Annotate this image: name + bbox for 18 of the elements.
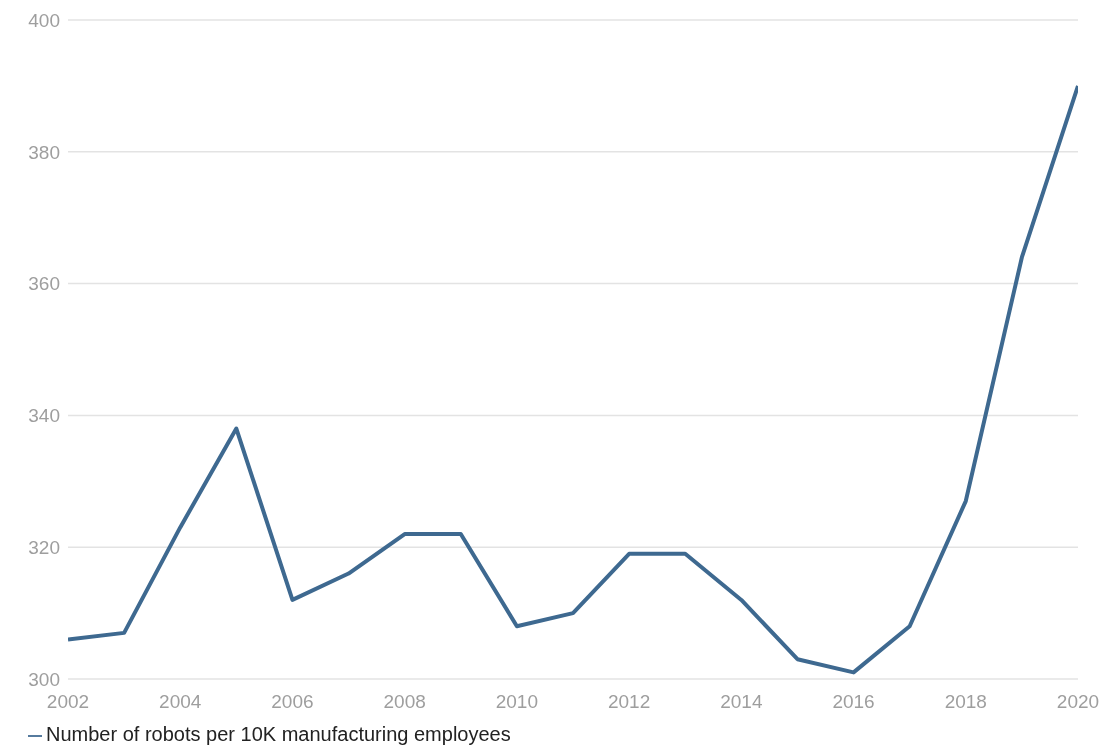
- y-tick-label: 300: [28, 668, 60, 690]
- y-tick-label: 380: [28, 141, 60, 163]
- x-tick-label: 2016: [832, 691, 875, 713]
- x-tick-label: 2010: [495, 691, 539, 713]
- x-tick-label: 2008: [383, 691, 426, 713]
- y-tick-label: 360: [28, 273, 60, 295]
- x-tick-label: 2020: [1056, 691, 1100, 713]
- x-tick-label: 2004: [159, 691, 202, 713]
- x-tick-label: 2014: [720, 691, 763, 713]
- y-tick-label: 320: [28, 536, 60, 558]
- y-tick-label: 340: [28, 405, 60, 427]
- x-tick-label: 2018: [944, 691, 987, 713]
- x-tick-label: 2002: [46, 691, 90, 713]
- line-series: [68, 83, 1078, 675]
- x-tick-label: 2012: [607, 691, 651, 713]
- x-tick-label: 2006: [271, 691, 314, 713]
- y-tick-label: 400: [28, 9, 60, 31]
- legend-label: Number of robots per 10K manufacturing employees: [46, 723, 511, 745]
